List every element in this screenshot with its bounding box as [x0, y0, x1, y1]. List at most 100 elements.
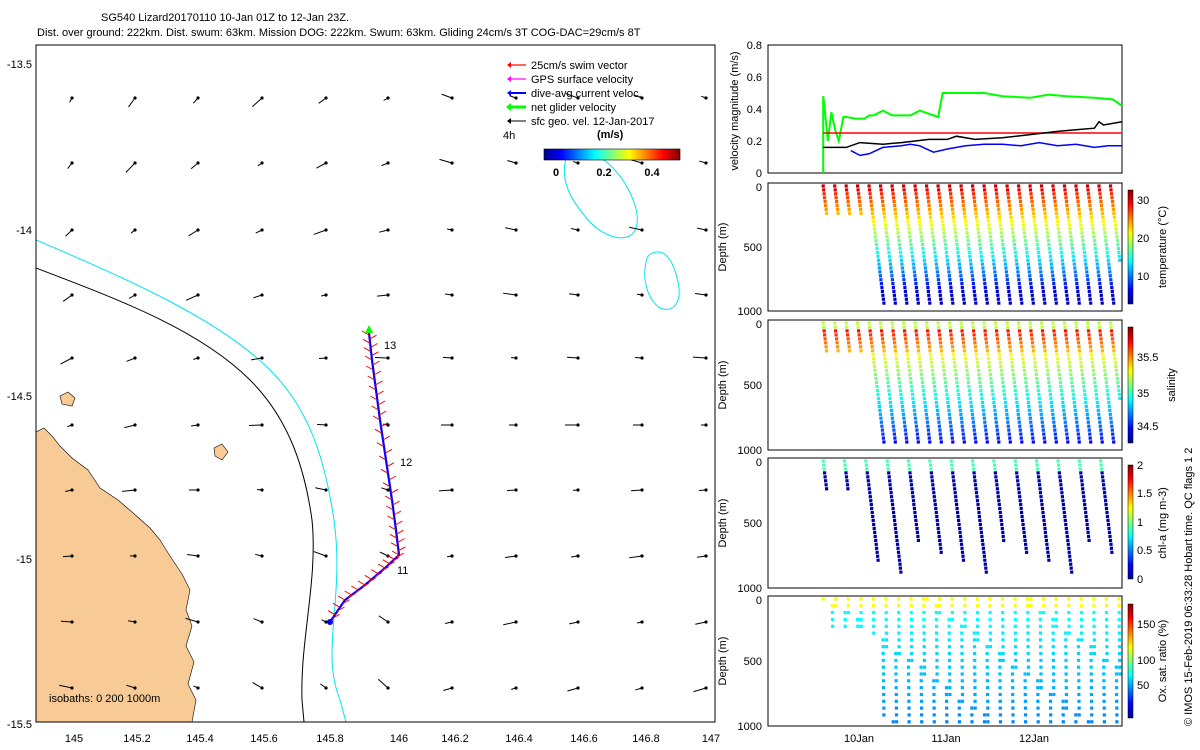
profile-sample-point	[912, 503, 916, 507]
profile-sample-point	[1045, 365, 1049, 369]
profile-sample-point	[997, 499, 1001, 503]
profile-sample-point	[1038, 611, 1042, 615]
profile-sample-point	[1036, 706, 1040, 710]
ytick-label: 0	[756, 319, 762, 331]
profile-sample-point	[1073, 408, 1077, 412]
profile-sample-point	[1089, 672, 1093, 676]
profile-sample-point	[1053, 337, 1057, 341]
profile-sample-point	[892, 196, 896, 200]
geo-velocity-arrow-head	[704, 293, 708, 297]
profile-sample-point	[1052, 282, 1056, 286]
figure-subtitle: Dist. over ground: 222km. Dist. swum: 63…	[37, 27, 641, 39]
profile-sample-point	[973, 706, 977, 710]
geo-velocity-arrow-head	[386, 96, 390, 100]
profile-sample-point	[998, 713, 1002, 717]
profile-sample-point	[990, 384, 994, 389]
profile-sample-point	[1040, 507, 1045, 511]
profile-sample-point	[1044, 538, 1048, 542]
profile-sample-point	[881, 203, 885, 208]
profile-sample-point	[1018, 200, 1023, 204]
geo-velocity-arrow	[188, 229, 199, 237]
profile-sample-point	[878, 274, 882, 278]
profile-sample-point	[948, 282, 952, 286]
profile-sample-point	[902, 184, 906, 188]
profile-sample-point	[993, 471, 997, 475]
profile-sample-point	[989, 380, 993, 385]
profile-sample-point	[1029, 329, 1033, 333]
profile-sample-point	[988, 373, 993, 377]
profile-sample-point	[1023, 377, 1027, 381]
profile-sample-point	[1021, 223, 1026, 227]
swim-vector	[380, 468, 389, 474]
profile-sample-point	[857, 192, 861, 196]
profile-sample-point	[978, 522, 982, 527]
geo-velocity-arrow-head	[386, 620, 390, 624]
profile-sample-point	[995, 424, 999, 428]
profile-sample-point	[1106, 254, 1110, 258]
profile-sample-point	[1028, 184, 1032, 188]
profile-sample-point	[884, 617, 888, 622]
profile-sample-point	[891, 507, 895, 511]
profile-sample-point	[889, 487, 893, 491]
profile-sample-point	[908, 239, 913, 243]
profile-sample-point	[1092, 235, 1096, 239]
profile-sample-point	[975, 219, 979, 223]
geo-velocity-arrow-head	[70, 686, 74, 690]
geo-velocity-arrow-head	[640, 96, 644, 100]
profile-sample-point	[1042, 203, 1046, 208]
profile-sample-point	[955, 243, 959, 247]
profile-sample-point	[1048, 254, 1052, 258]
profile-sample-point	[1021, 518, 1025, 523]
profile-sample-point	[1089, 301, 1093, 305]
profile-sample-point	[940, 357, 945, 361]
profile-sample-point	[1090, 223, 1094, 227]
profile-sample-point	[845, 479, 849, 483]
profile-sample-point	[1061, 720, 1065, 724]
profile-sample-point	[910, 652, 914, 656]
profile-sample-point	[872, 526, 876, 531]
profile-sample-point	[994, 188, 998, 192]
map-xtick-label: 146.6	[570, 733, 598, 745]
profile-sample-point	[1079, 617, 1084, 622]
profile-sample-point	[949, 459, 953, 463]
profile-sample-point	[962, 440, 966, 444]
profile-sample-point	[990, 250, 994, 254]
geo-velocity-arrow	[629, 226, 643, 231]
swim-vector	[370, 395, 378, 401]
profile-sample-point	[1107, 526, 1111, 531]
profile-sample-point	[874, 542, 878, 546]
profile-sample-point	[1115, 686, 1119, 690]
profile-sample-point	[962, 349, 967, 353]
profile-sample-point	[960, 638, 964, 642]
profile-sample-point	[970, 706, 974, 710]
profile-sample-point	[1095, 258, 1099, 262]
profile-sample-point	[983, 192, 987, 196]
geo-velocity-arrow-head	[576, 96, 580, 100]
profile-sample-point	[1064, 686, 1068, 690]
profile-sample-point	[961, 203, 966, 208]
profile-sample-point	[880, 285, 884, 290]
profile-sample-point	[1049, 400, 1053, 404]
profile-sample-point	[986, 215, 990, 219]
profile-sample-point	[894, 652, 898, 656]
profile-sample-point	[1104, 243, 1108, 247]
profile-sample-point	[1059, 487, 1063, 491]
profile-sample-point	[922, 604, 926, 608]
profile-sample-point	[1058, 239, 1062, 243]
profile-sample-point	[868, 188, 872, 192]
profile-sample-point	[1075, 420, 1079, 424]
profile-sample-point	[1041, 196, 1045, 200]
swim-vector	[384, 495, 393, 501]
profile-sample-point	[1066, 353, 1071, 357]
salinity-points	[821, 321, 1122, 444]
profile-sample-point	[950, 293, 954, 297]
profile-sample-point	[1036, 246, 1040, 251]
geo-velocity-arrow-head	[576, 423, 580, 427]
geo-velocity-arrow-head	[576, 228, 580, 232]
geo-velocity-arrow	[566, 356, 579, 359]
colorbar-title: (m/s)	[597, 129, 624, 141]
geo-velocity-arrow-head	[133, 293, 137, 297]
profile-sample-point	[945, 258, 949, 262]
profile-sample-point	[1111, 297, 1115, 301]
profile-sample-point	[1117, 250, 1121, 254]
